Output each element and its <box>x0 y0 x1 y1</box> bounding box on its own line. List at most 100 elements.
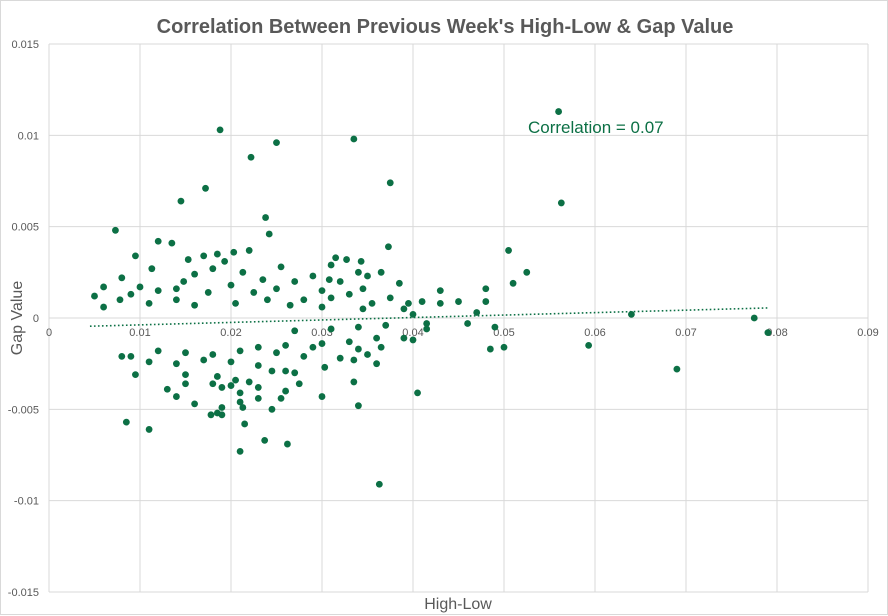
y-tick-label: 0.01 <box>18 130 39 142</box>
data-point <box>336 278 344 285</box>
data-point <box>163 385 171 393</box>
data-point <box>254 384 262 391</box>
data-points <box>91 108 772 488</box>
data-point <box>282 342 289 349</box>
data-point <box>173 296 180 304</box>
data-point <box>482 298 490 305</box>
x-tick-label: 0.05 <box>493 327 514 339</box>
x-tick-label: 0.01 <box>129 327 150 339</box>
data-point <box>132 371 139 379</box>
data-point <box>247 153 255 161</box>
data-point <box>273 285 280 293</box>
y-tick-label: 0 <box>33 313 39 325</box>
data-point <box>182 380 189 388</box>
y-tick-label: 0.005 <box>11 222 39 234</box>
x-tick-label: 0 <box>46 327 52 339</box>
x-tick-label: 0.08 <box>766 327 787 339</box>
data-point <box>132 252 139 260</box>
data-point <box>200 252 208 260</box>
x-tick-label: 0.06 <box>584 327 605 339</box>
data-point <box>236 447 244 455</box>
data-point <box>436 299 444 307</box>
data-point <box>300 352 308 360</box>
data-point <box>241 420 249 428</box>
data-point <box>500 343 508 351</box>
data-point <box>227 281 235 289</box>
data-point <box>327 294 335 302</box>
data-point <box>282 387 289 395</box>
x-tick-label: 0.09 <box>857 327 878 339</box>
data-point <box>327 261 335 269</box>
x-tick-label: 0.07 <box>675 327 696 339</box>
data-point <box>377 343 385 351</box>
data-point <box>100 303 107 311</box>
data-point <box>382 321 390 329</box>
data-point <box>336 354 344 362</box>
data-point <box>523 268 531 276</box>
data-point <box>227 382 235 389</box>
data-point <box>505 247 512 254</box>
data-point <box>364 351 371 358</box>
data-point <box>325 276 333 284</box>
data-point <box>345 290 353 298</box>
data-point <box>423 325 431 333</box>
data-point <box>375 480 383 488</box>
data-point <box>209 351 217 358</box>
data-point <box>262 214 269 221</box>
data-point <box>177 197 185 205</box>
data-point <box>236 389 244 397</box>
data-point <box>145 299 153 307</box>
data-point <box>750 314 758 322</box>
data-point <box>232 376 239 384</box>
y-tick-label: -0.01 <box>14 496 39 508</box>
data-point <box>191 270 199 278</box>
data-point <box>405 299 412 307</box>
data-point <box>127 352 135 360</box>
data-point <box>227 358 235 366</box>
data-point <box>268 367 276 375</box>
data-point <box>318 303 326 311</box>
data-point <box>295 380 303 388</box>
data-point <box>273 349 280 357</box>
data-point <box>409 310 417 318</box>
data-point <box>555 108 562 115</box>
data-point <box>277 263 285 271</box>
data-point <box>116 296 124 304</box>
data-point <box>764 329 772 337</box>
data-point <box>386 179 394 187</box>
data-point <box>245 378 253 386</box>
data-point <box>309 343 317 351</box>
data-point <box>332 254 340 262</box>
data-point <box>236 347 244 355</box>
data-point <box>300 296 308 304</box>
data-point <box>455 298 462 305</box>
correlation-annotation: Correlation = 0.07 <box>528 118 664 137</box>
data-point <box>284 440 291 448</box>
data-point <box>200 356 208 364</box>
y-axis-title: Gap Value <box>9 281 26 356</box>
data-point <box>209 265 217 273</box>
data-point <box>318 287 326 294</box>
data-point <box>145 426 153 433</box>
data-point <box>473 309 481 316</box>
x-tick-label: 0.04 <box>402 327 423 339</box>
data-point <box>377 268 385 276</box>
x-axis-title: High-Low <box>424 596 492 613</box>
data-point <box>436 287 444 294</box>
x-axis-ticks: 0 0.01 0.02 0.03 0.04 0.05 0.06 0.07 0.08 0.09 <box>46 327 879 339</box>
data-point <box>355 268 362 276</box>
data-point <box>491 323 499 331</box>
data-point <box>264 296 271 304</box>
data-point <box>400 334 408 342</box>
data-point <box>359 305 367 313</box>
data-point <box>350 356 358 364</box>
data-point <box>207 411 215 419</box>
data-point <box>673 365 681 373</box>
data-point <box>418 298 426 305</box>
data-point <box>221 257 229 265</box>
data-point <box>127 290 135 298</box>
data-point <box>100 283 107 291</box>
data-point <box>282 367 289 375</box>
data-point <box>216 126 224 134</box>
